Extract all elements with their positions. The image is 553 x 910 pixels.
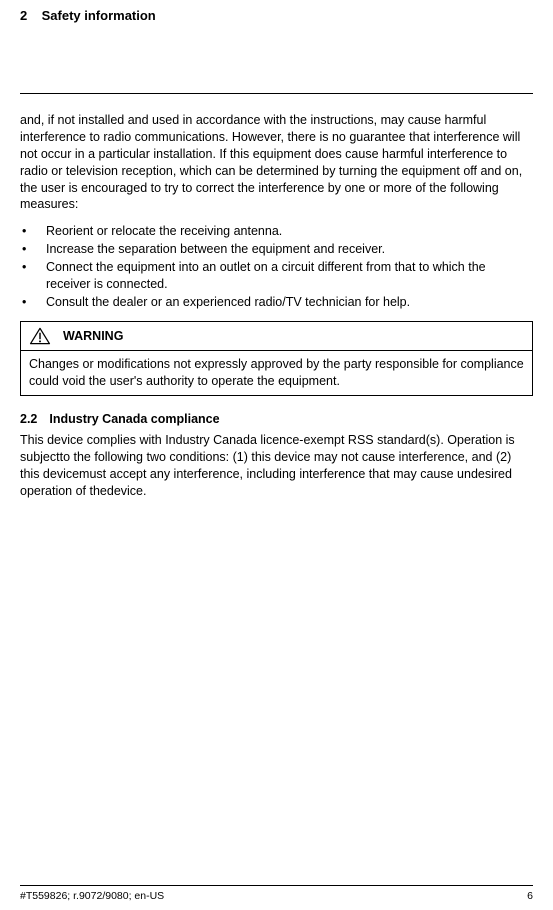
list-item: Connect the equipment into an outlet on … [20, 259, 533, 293]
warning-body: Changes or modifications not expressly a… [21, 351, 532, 396]
list-item: Increase the separation between the equi… [20, 241, 533, 258]
intro-paragraph: and, if not installed and used in accord… [20, 112, 533, 213]
section-number: 2.2 [20, 412, 37, 426]
section-2-2-body: This device complies with Industry Canad… [20, 432, 533, 500]
chapter-number: 2 [20, 8, 38, 23]
chapter-header: 2 Safety information [20, 8, 533, 94]
section-title: Industry Canada compliance [49, 412, 219, 426]
list-item: Reorient or relocate the receiving anten… [20, 223, 533, 240]
list-item: Consult the dealer or an experienced rad… [20, 294, 533, 311]
chapter-title-text: Safety information [42, 8, 156, 23]
warning-box: WARNING Changes or modifications not exp… [20, 321, 533, 397]
footer-page-number: 6 [527, 890, 533, 902]
chapter-title: 2 Safety information [20, 8, 533, 23]
section-heading: 2.2 Industry Canada compliance [20, 412, 533, 426]
measures-list: Reorient or relocate the receiving anten… [20, 223, 533, 310]
warning-label: WARNING [63, 329, 123, 343]
footer-doc-id: #T559826; r.9072/9080; en-US [20, 890, 164, 902]
warning-header: WARNING [21, 322, 532, 351]
page-footer: #T559826; r.9072/9080; en-US 6 [20, 885, 533, 902]
document-page: 2 Safety information and, if not install… [0, 0, 553, 910]
warning-triangle-icon [29, 327, 51, 345]
